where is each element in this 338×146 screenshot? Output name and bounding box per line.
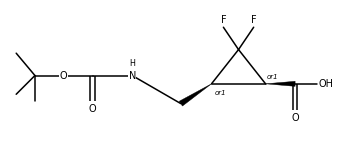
Text: or1: or1 (214, 90, 226, 96)
Text: N: N (128, 71, 136, 81)
Text: F: F (221, 15, 226, 25)
Text: O: O (89, 104, 96, 114)
Polygon shape (266, 81, 295, 86)
Text: O: O (291, 113, 299, 123)
Text: O: O (60, 71, 68, 81)
Text: OH: OH (318, 79, 334, 89)
Text: or1: or1 (267, 74, 279, 80)
Text: F: F (251, 15, 257, 25)
Polygon shape (179, 84, 212, 106)
Text: H: H (129, 59, 135, 68)
